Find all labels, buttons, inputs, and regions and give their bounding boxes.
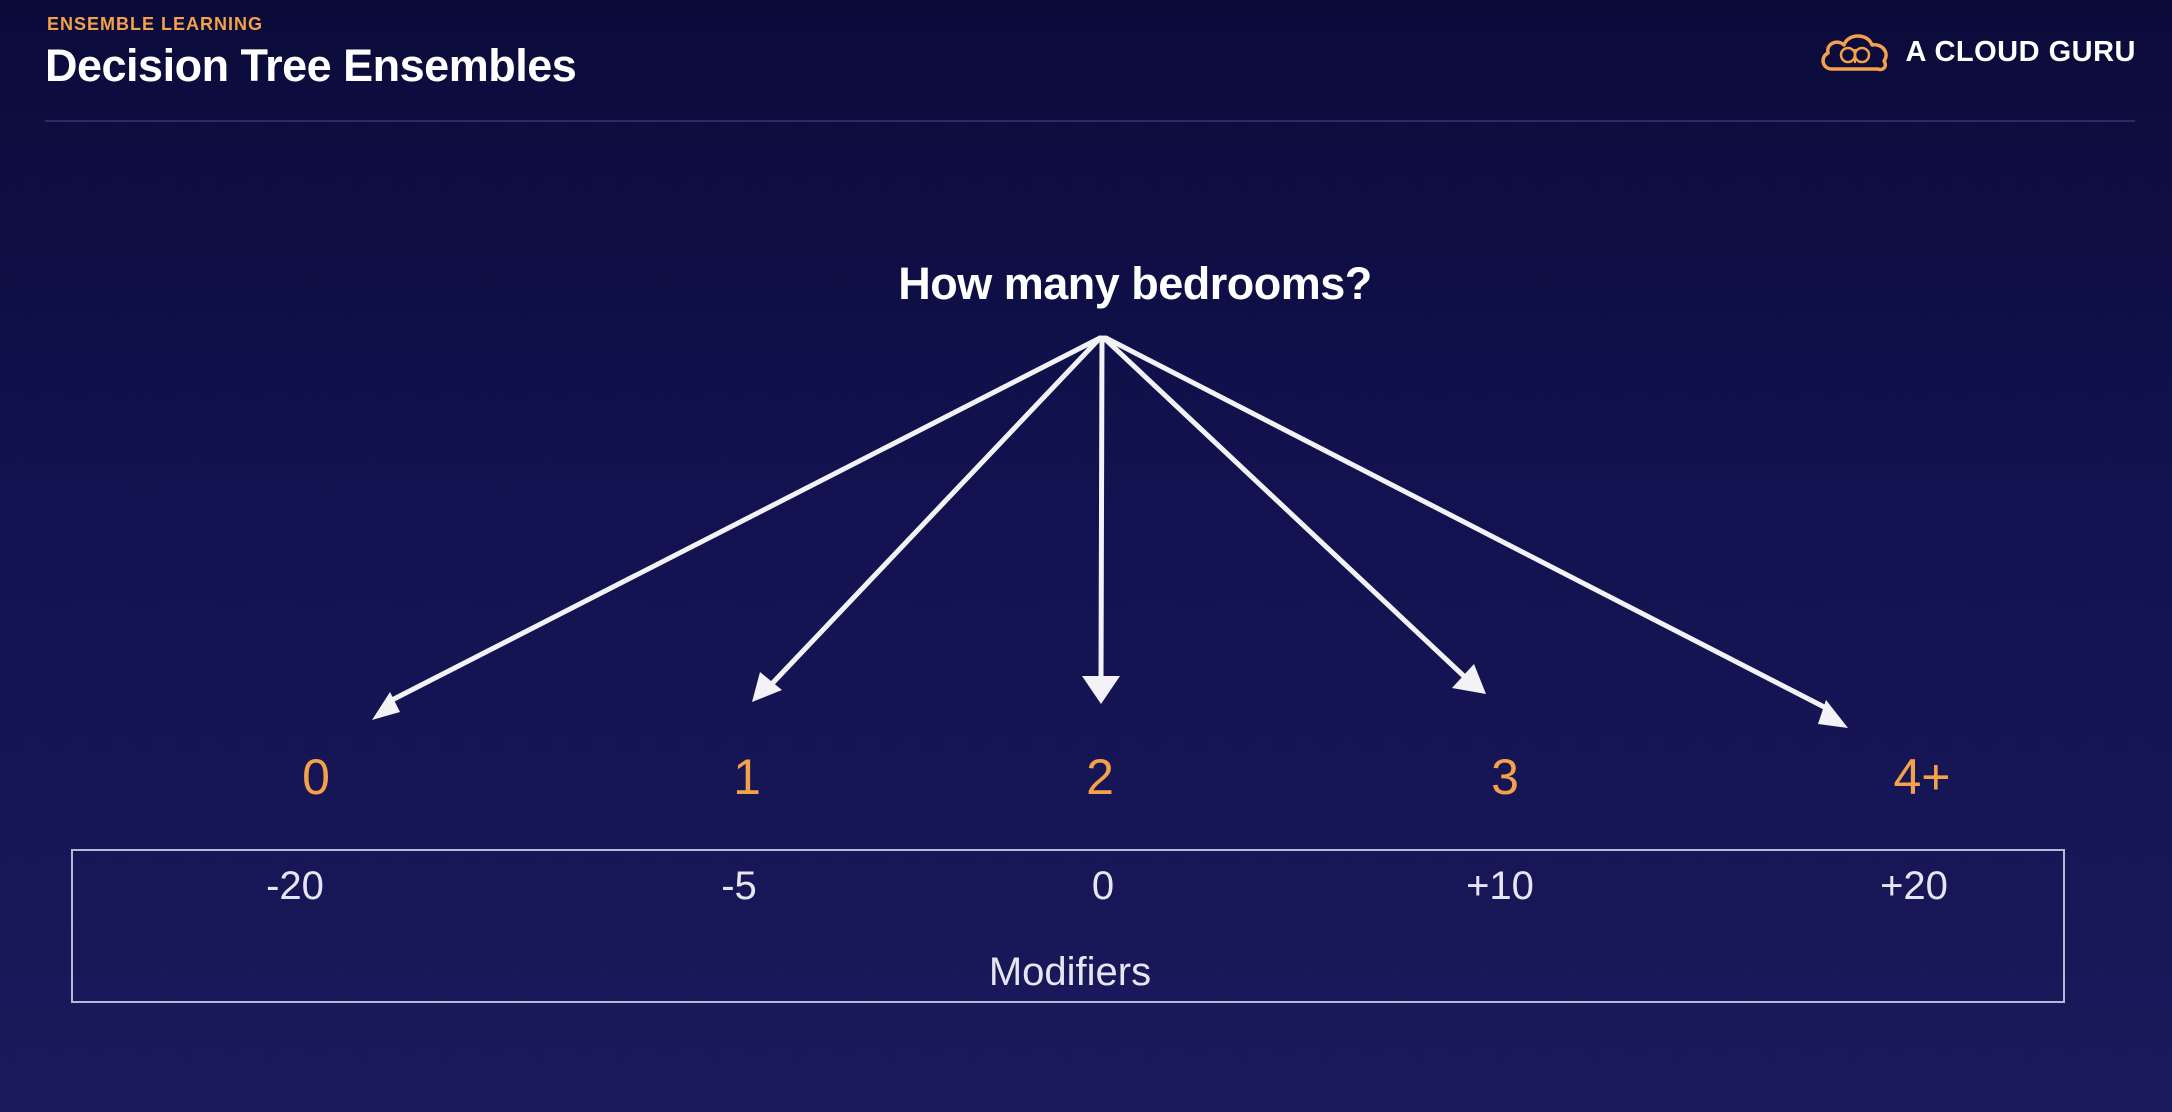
slide-header: ENSEMBLE LEARNING Decision Tree Ensemble… — [0, 0, 2172, 124]
question-node: How many bedrooms? — [898, 258, 1372, 309]
option-0: 0 — [302, 749, 330, 805]
modifiers-label: Modifiers — [988, 950, 1152, 994]
arrowhead-1 — [752, 672, 782, 702]
modifiers-box — [71, 849, 2065, 1003]
branch-arrow-3 — [1101, 335, 1471, 683]
modifier-2: 0 — [1091, 864, 1115, 908]
modifier-3: +10 — [1466, 864, 1534, 908]
arrowhead-3 — [1452, 664, 1486, 694]
option-3: 3 — [1491, 749, 1519, 805]
option-2: 2 — [1086, 749, 1114, 805]
branch-arrow-2 — [1098, 335, 1105, 683]
option-1: 1 — [733, 749, 761, 805]
arrowhead-4 — [1818, 700, 1848, 728]
cloud-icon — [1820, 34, 1888, 72]
modifier-0: -20 — [266, 864, 324, 908]
header-divider — [45, 120, 2135, 122]
arrowhead-2 — [1082, 676, 1120, 704]
modifier-4: +20 — [1880, 864, 1948, 908]
branch-arrow-4 — [1103, 335, 1833, 713]
arrowhead-0 — [372, 692, 400, 720]
modifier-1: -5 — [721, 864, 757, 908]
section-label: ENSEMBLE LEARNING — [47, 14, 264, 34]
branch-arrow-1 — [763, 335, 1103, 693]
option-4: 4+ — [1893, 749, 1951, 805]
brand: A CLOUD GURU — [1818, 28, 2136, 76]
brand-name: A CLOUD GURU — [1905, 35, 2136, 68]
branch-arrow-0 — [389, 335, 1103, 703]
slide-title: Decision Tree Ensembles — [45, 40, 577, 91]
